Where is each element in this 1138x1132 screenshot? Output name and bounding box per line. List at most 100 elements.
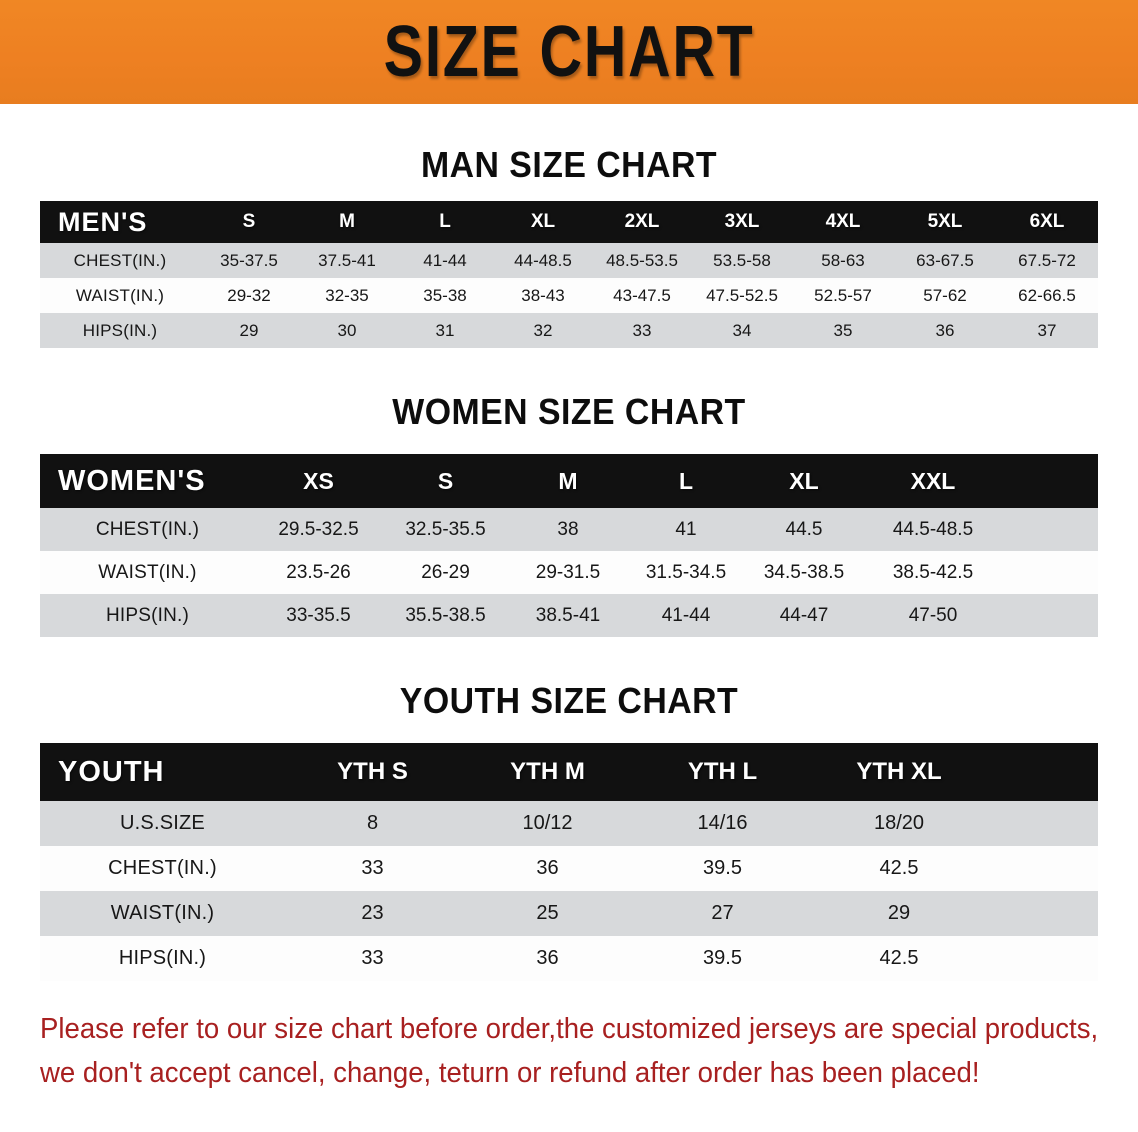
women-row-label-chest: CHEST(IN.) (40, 508, 255, 551)
women-hips-xs: 33-35.5 (255, 594, 382, 637)
man-col-header-4xl: 4XL (792, 201, 894, 243)
youth-col-header-m: YTH M (460, 743, 635, 801)
women-chest-xl: 44.5 (745, 508, 863, 551)
women-hips-spacer (1003, 594, 1098, 637)
disclaimer-line-1: Please refer to our size chart before or… (40, 1013, 1099, 1045)
women-header-label: WOMEN'S (40, 454, 255, 508)
table-row: HIPS(IN.) 29 30 31 32 33 34 35 36 37 (40, 313, 1098, 348)
women-waist-l: 31.5-34.5 (627, 551, 745, 594)
man-header-label: MEN'S (40, 201, 200, 243)
man-hips-xl: 32 (494, 313, 592, 348)
table-row: CHEST(IN.) 35-37.5 37.5-41 41-44 44-48.5… (40, 243, 1098, 278)
man-waist-m: 32-35 (298, 278, 396, 313)
women-waist-xs: 23.5-26 (255, 551, 382, 594)
women-chest-xxl: 44.5-48.5 (863, 508, 1003, 551)
man-col-header-3xl: 3XL (692, 201, 792, 243)
women-col-header-xxl: XXL (863, 454, 1003, 508)
women-col-header-xl: XL (745, 454, 863, 508)
man-col-header-5xl: 5XL (894, 201, 996, 243)
spacer-after-man-title (0, 185, 1138, 201)
women-chest-xs: 29.5-32.5 (255, 508, 382, 551)
women-hips-xxl: 47-50 (863, 594, 1003, 637)
man-chest-6xl: 67.5-72 (996, 243, 1098, 278)
man-waist-6xl: 62-66.5 (996, 278, 1098, 313)
women-hips-m: 38.5-41 (509, 594, 627, 637)
youth-hips-spacer (988, 936, 1098, 981)
women-chest-s: 32.5-35.5 (382, 508, 509, 551)
man-chest-5xl: 63-67.5 (894, 243, 996, 278)
youth-chest-l: 39.5 (635, 846, 810, 891)
youth-header-label: YOUTH (40, 743, 285, 801)
man-chest-xl: 44-48.5 (494, 243, 592, 278)
women-waist-s: 26-29 (382, 551, 509, 594)
man-hips-3xl: 34 (692, 313, 792, 348)
women-size-table: WOMEN'S XS S M L XL XXL CHEST(IN.) 29.5-… (40, 454, 1098, 637)
man-chest-l: 41-44 (396, 243, 494, 278)
man-hips-4xl: 35 (792, 313, 894, 348)
man-col-header-xl: XL (494, 201, 592, 243)
man-hips-s: 29 (200, 313, 298, 348)
women-chest-m: 38 (509, 508, 627, 551)
women-waist-m: 29-31.5 (509, 551, 627, 594)
youth-col-header-l: YTH L (635, 743, 810, 801)
youth-chest-spacer (988, 846, 1098, 891)
youth-ussize-s: 8 (285, 801, 460, 846)
table-row: WAIST(IN.) 23.5-26 26-29 29-31.5 31.5-34… (40, 551, 1098, 594)
youth-chest-xl: 42.5 (810, 846, 988, 891)
youth-waist-spacer (988, 891, 1098, 936)
women-hips-l: 41-44 (627, 594, 745, 637)
youth-row-label-hips: HIPS(IN.) (40, 936, 285, 981)
youth-waist-l: 27 (635, 891, 810, 936)
women-section-title: WOMEN SIZE CHART (392, 391, 746, 432)
youth-ussize-m: 10/12 (460, 801, 635, 846)
man-size-table: MEN'S S M L XL 2XL 3XL 4XL 5XL 6XL CHEST… (40, 201, 1098, 348)
man-chart-wrapper: MEN'S S M L XL 2XL 3XL 4XL 5XL 6XL CHEST… (40, 201, 1098, 348)
man-chest-2xl: 48.5-53.5 (592, 243, 692, 278)
man-chest-4xl: 58-63 (792, 243, 894, 278)
women-col-header-xs: XS (255, 454, 382, 508)
youth-waist-xl: 29 (810, 891, 988, 936)
youth-size-table: YOUTH YTH S YTH M YTH L YTH XL U.S.SIZE … (40, 743, 1098, 981)
youth-col-header-spacer (988, 743, 1098, 801)
women-row-label-waist: WAIST(IN.) (40, 551, 255, 594)
women-hips-s: 35.5-38.5 (382, 594, 509, 637)
man-hips-6xl: 37 (996, 313, 1098, 348)
youth-table-header-row: YOUTH YTH S YTH M YTH L YTH XL (40, 743, 1098, 801)
man-waist-2xl: 43-47.5 (592, 278, 692, 313)
youth-row-label-ussize: U.S.SIZE (40, 801, 285, 846)
youth-hips-l: 39.5 (635, 936, 810, 981)
youth-ussize-l: 14/16 (635, 801, 810, 846)
women-table-header-row: WOMEN'S XS S M L XL XXL (40, 454, 1098, 508)
youth-chest-s: 33 (285, 846, 460, 891)
table-row: WAIST(IN.) 29-32 32-35 35-38 38-43 43-47… (40, 278, 1098, 313)
man-chest-m: 37.5-41 (298, 243, 396, 278)
man-col-header-2xl: 2XL (592, 201, 692, 243)
table-row: WAIST(IN.) 23 25 27 29 (40, 891, 1098, 936)
youth-col-header-xl: YTH XL (810, 743, 988, 801)
women-waist-spacer (1003, 551, 1098, 594)
man-row-label-chest: CHEST(IN.) (40, 243, 200, 278)
women-chest-spacer (1003, 508, 1098, 551)
disclaimer-text: Please refer to our size chart before or… (40, 997, 1099, 1095)
man-waist-4xl: 52.5-57 (792, 278, 894, 313)
youth-waist-m: 25 (460, 891, 635, 936)
women-col-header-l: L (627, 454, 745, 508)
man-col-header-l: L (396, 201, 494, 243)
spacer-after-youth-title (0, 721, 1138, 743)
youth-hips-xl: 42.5 (810, 936, 988, 981)
man-hips-2xl: 33 (592, 313, 692, 348)
man-table-header-row: MEN'S S M L XL 2XL 3XL 4XL 5XL 6XL (40, 201, 1098, 243)
youth-hips-m: 36 (460, 936, 635, 981)
women-chart-wrapper: WOMEN'S XS S M L XL XXL CHEST(IN.) 29.5-… (40, 454, 1098, 637)
man-waist-s: 29-32 (200, 278, 298, 313)
youth-ussize-xl: 18/20 (810, 801, 988, 846)
table-row: CHEST(IN.) 29.5-32.5 32.5-35.5 38 41 44.… (40, 508, 1098, 551)
table-row: HIPS(IN.) 33 36 39.5 42.5 (40, 936, 1098, 981)
man-section-title: MAN SIZE CHART (420, 144, 718, 185)
women-waist-xl: 34.5-38.5 (745, 551, 863, 594)
youth-waist-s: 23 (285, 891, 460, 936)
man-hips-5xl: 36 (894, 313, 996, 348)
spacer-after-women-title (0, 432, 1138, 454)
spacer-before-man-title (0, 104, 1138, 120)
spacer-after-youth-table (0, 981, 1138, 997)
